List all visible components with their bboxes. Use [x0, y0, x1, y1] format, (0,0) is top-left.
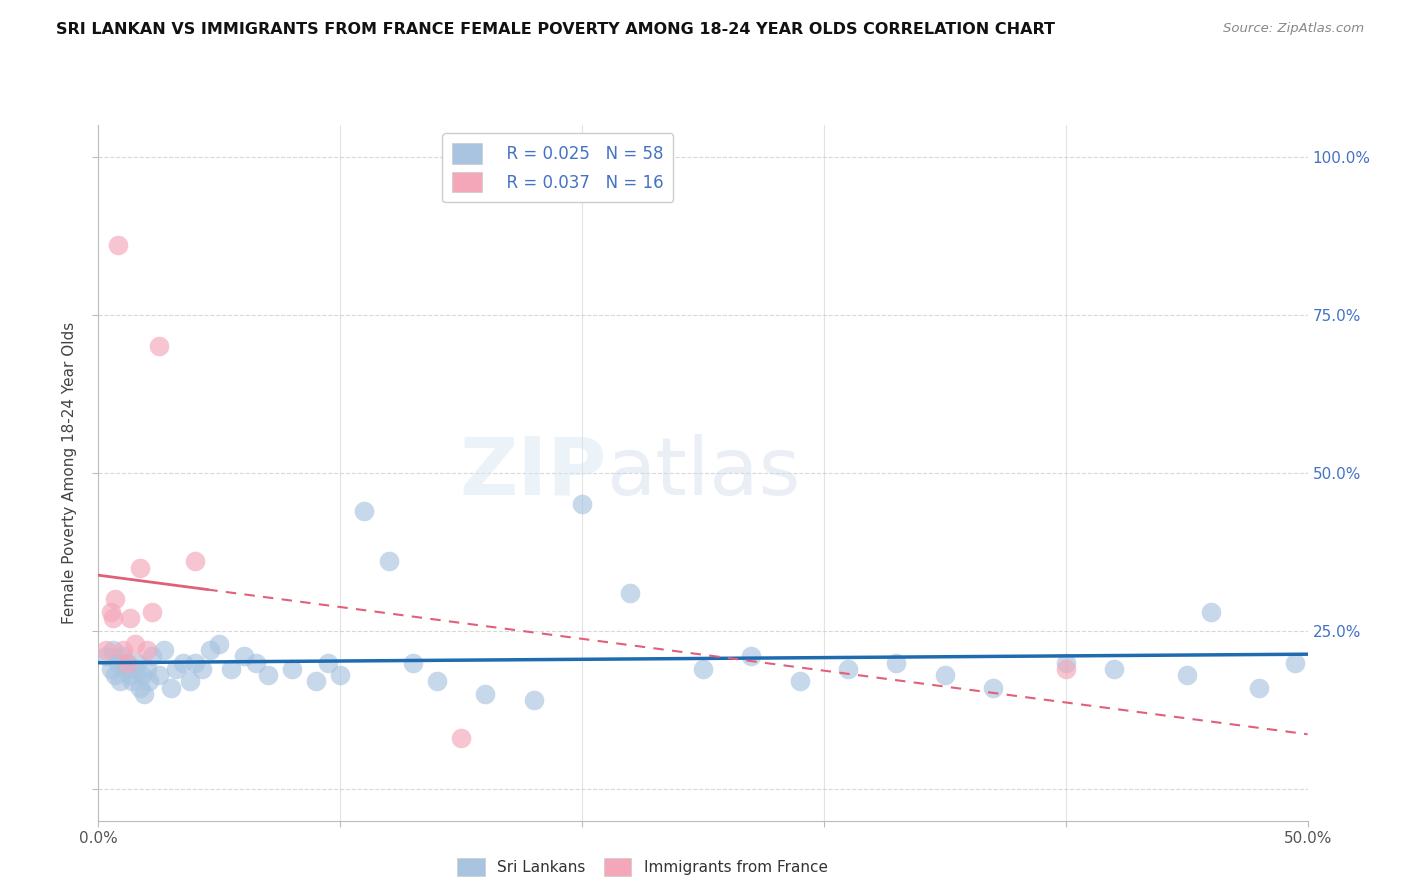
- Point: [107, 238, 129, 252]
- Point: [329, 668, 352, 682]
- Point: [172, 656, 194, 670]
- Point: [184, 554, 207, 568]
- Point: [100, 605, 122, 619]
- Point: [198, 643, 221, 657]
- Point: [124, 636, 146, 650]
- Point: [118, 668, 141, 682]
- Point: [426, 674, 449, 689]
- Point: [1175, 668, 1198, 682]
- Point: [1249, 681, 1271, 695]
- Point: [281, 662, 304, 676]
- Point: [316, 656, 339, 670]
- Point: [117, 656, 139, 670]
- Point: [1054, 662, 1077, 676]
- Point: [121, 674, 143, 689]
- Point: [191, 662, 214, 676]
- Point: [789, 674, 811, 689]
- Point: [221, 662, 243, 676]
- Point: [141, 605, 163, 619]
- Point: [94, 649, 117, 664]
- Point: [377, 554, 399, 568]
- Point: [131, 668, 153, 682]
- Point: [179, 674, 201, 689]
- Point: [127, 656, 149, 670]
- Point: [402, 656, 425, 670]
- Point: [305, 674, 328, 689]
- Point: [148, 668, 170, 682]
- Point: [128, 560, 150, 574]
- Point: [208, 636, 231, 650]
- Point: [104, 592, 127, 607]
- Text: atlas: atlas: [606, 434, 800, 512]
- Point: [474, 687, 496, 701]
- Point: [353, 504, 375, 518]
- Point: [1284, 656, 1306, 670]
- Point: [94, 643, 117, 657]
- Point: [104, 668, 127, 682]
- Point: [523, 693, 546, 707]
- Point: [138, 674, 160, 689]
- Point: [148, 339, 170, 353]
- Point: [118, 611, 141, 625]
- Point: [108, 674, 131, 689]
- Text: SRI LANKAN VS IMMIGRANTS FROM FRANCE FEMALE POVERTY AMONG 18-24 YEAR OLDS CORREL: SRI LANKAN VS IMMIGRANTS FROM FRANCE FEM…: [56, 22, 1056, 37]
- Point: [135, 643, 157, 657]
- Point: [160, 681, 183, 695]
- Point: [256, 668, 278, 682]
- Point: [886, 656, 908, 670]
- Point: [184, 656, 207, 670]
- Point: [101, 643, 124, 657]
- Point: [128, 681, 150, 695]
- Point: [107, 656, 129, 670]
- Point: [232, 649, 254, 664]
- Point: [134, 687, 156, 701]
- Point: [111, 643, 134, 657]
- Point: [111, 649, 134, 664]
- Point: [100, 662, 122, 676]
- Point: [1102, 662, 1125, 676]
- Point: [152, 643, 174, 657]
- Point: [141, 649, 163, 664]
- Point: [619, 586, 641, 600]
- Point: [571, 497, 593, 511]
- Point: [692, 662, 714, 676]
- Point: [981, 681, 1004, 695]
- Point: [1199, 605, 1222, 619]
- Point: [450, 731, 472, 746]
- Point: [124, 662, 146, 676]
- Text: ZIP: ZIP: [458, 434, 606, 512]
- Text: Source: ZipAtlas.com: Source: ZipAtlas.com: [1223, 22, 1364, 36]
- Point: [245, 656, 267, 670]
- Point: [165, 662, 187, 676]
- Point: [117, 656, 139, 670]
- Point: [837, 662, 859, 676]
- Point: [1054, 656, 1077, 670]
- Point: [101, 611, 124, 625]
- Point: [740, 649, 762, 664]
- Y-axis label: Female Poverty Among 18-24 Year Olds: Female Poverty Among 18-24 Year Olds: [62, 322, 77, 624]
- Point: [135, 662, 157, 676]
- Legend: Sri Lankans, Immigrants from France: Sri Lankans, Immigrants from France: [451, 852, 834, 882]
- Point: [114, 662, 136, 676]
- Point: [934, 668, 956, 682]
